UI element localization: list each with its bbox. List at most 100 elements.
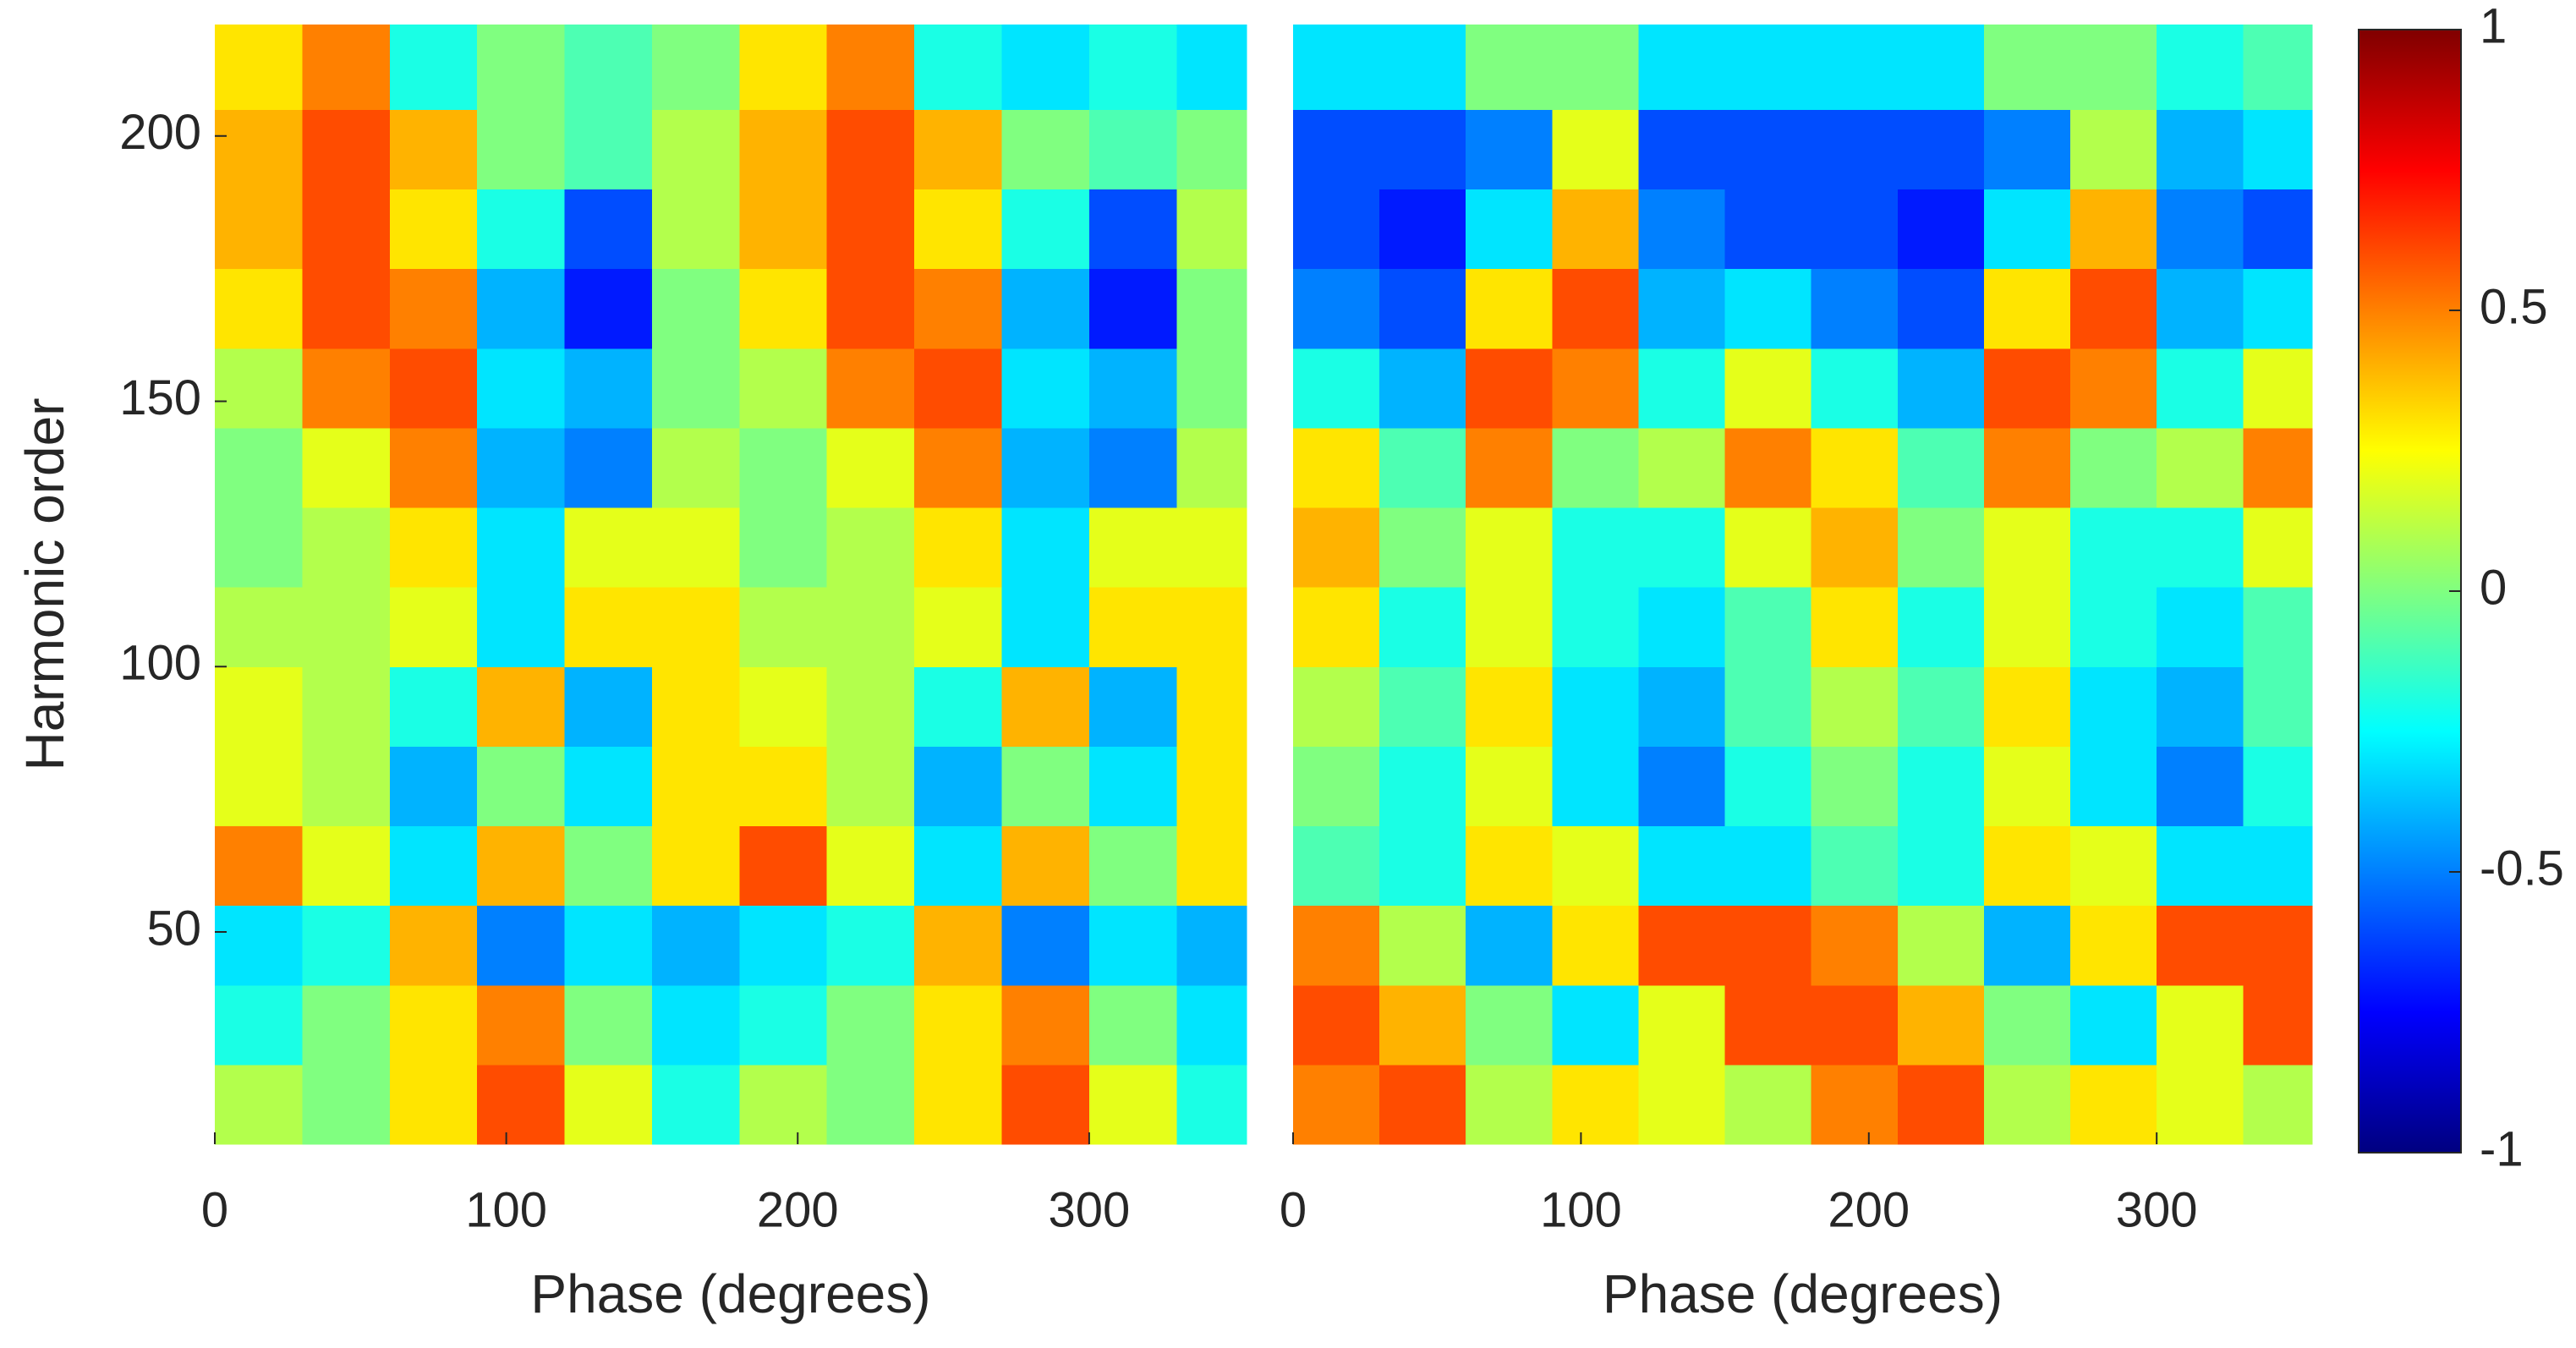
heatmap-cell xyxy=(2070,109,2157,190)
heatmap-cell xyxy=(826,348,915,429)
heatmap-cell xyxy=(1466,905,1553,986)
heatmap-cell xyxy=(1638,984,1726,1066)
heatmap-cell xyxy=(1897,189,1985,270)
heatmap-cell xyxy=(1176,984,1247,1066)
heatmap-cell xyxy=(1724,507,1812,588)
heatmap-cell xyxy=(477,1064,566,1145)
heatmap-cell xyxy=(914,427,1003,508)
heatmap-cell xyxy=(1293,25,1380,110)
heatmap-cell xyxy=(1293,109,1380,190)
heatmap-cell xyxy=(1001,984,1090,1066)
heatmap-cell xyxy=(1983,348,2071,429)
heatmap-cell xyxy=(2243,348,2313,429)
heatmap-cell xyxy=(302,1064,391,1145)
heatmap-cell xyxy=(1176,666,1247,747)
heatmap-cell xyxy=(389,746,478,827)
heatmap-cell xyxy=(1638,666,1726,747)
heatmap-cell xyxy=(1811,507,1899,588)
heatmap-cell xyxy=(2070,507,2157,588)
heatmap-cell xyxy=(389,25,478,110)
heatmap-cell xyxy=(1379,507,1466,588)
heatmap-cell xyxy=(651,825,740,907)
heatmap-cell xyxy=(215,825,303,907)
heatmap-cell xyxy=(2243,189,2313,270)
heatmap-cell xyxy=(2157,1064,2244,1145)
heatmap-cell xyxy=(2070,905,2157,986)
heatmap-cell xyxy=(1724,984,1812,1066)
heatmap-cell xyxy=(1001,348,1090,429)
heatmap-cell xyxy=(2243,25,2313,110)
heatmap-cell xyxy=(651,587,740,667)
x-axis-label: Phase (degrees) xyxy=(530,1263,930,1324)
heatmap-cell xyxy=(2243,109,2313,190)
heatmap-cell xyxy=(215,587,303,667)
heatmap-cell xyxy=(1552,109,1640,190)
heatmap-cell xyxy=(389,427,478,508)
heatmap-cell xyxy=(302,905,391,986)
heatmap-cell xyxy=(739,984,828,1066)
heatmap-cell xyxy=(1001,587,1090,667)
heatmap-cell xyxy=(1001,109,1090,190)
heatmap-cell xyxy=(1088,905,1177,986)
heatmap-cell xyxy=(1897,348,1985,429)
heatmap-cell xyxy=(1176,189,1247,270)
heatmap-cell xyxy=(564,746,653,827)
heatmap-cell xyxy=(477,348,566,429)
heatmap-cells xyxy=(215,25,1247,1145)
heatmap-cell xyxy=(1379,189,1466,270)
heatmap-cell xyxy=(2157,507,2244,588)
heatmap-cell xyxy=(477,746,566,827)
heatmap-cell xyxy=(389,348,478,429)
heatmap-cell xyxy=(1811,189,1899,270)
heatmap-cell xyxy=(1293,984,1380,1066)
heatmap-cell xyxy=(739,109,828,190)
heatmap-cell xyxy=(1001,666,1090,747)
colorbar-tick-label: 0.5 xyxy=(2480,279,2548,334)
heatmap-cell xyxy=(1897,666,1985,747)
heatmap-cell xyxy=(1379,984,1466,1066)
heatmap-cell xyxy=(302,507,391,588)
heatmap-cell xyxy=(302,25,391,110)
heatmap-cell xyxy=(1724,666,1812,747)
heatmap-cell xyxy=(1293,905,1380,986)
heatmap-cell xyxy=(1001,905,1090,986)
heatmap-cell xyxy=(1811,25,1899,110)
heatmap-cell xyxy=(1724,268,1812,349)
heatmap-cell xyxy=(826,25,915,110)
heatmap-cell xyxy=(739,189,828,270)
heatmap-cell xyxy=(1176,905,1247,986)
heatmap-cell xyxy=(1724,189,1812,270)
heatmap-cell xyxy=(739,507,828,588)
heatmap-cell xyxy=(389,507,478,588)
heatmap-cell xyxy=(914,825,1003,907)
heatmap-cell xyxy=(477,189,566,270)
heatmap-cell xyxy=(1379,1064,1466,1145)
heatmap-cell xyxy=(1724,746,1812,827)
heatmap-cell xyxy=(2070,746,2157,827)
heatmap-cell xyxy=(389,189,478,270)
colorbar-tick-label: -0.5 xyxy=(2480,841,2564,896)
heatmap-cell xyxy=(215,348,303,429)
heatmap-cell xyxy=(1811,984,1899,1066)
heatmap-cell xyxy=(1293,587,1380,667)
x-tick-label: 100 xyxy=(465,1182,547,1237)
heatmap-cell xyxy=(1001,1064,1090,1145)
heatmap-cell xyxy=(215,666,303,747)
colorbar xyxy=(2358,29,2462,1153)
heatmap-cell xyxy=(1897,825,1985,907)
heatmap-cell xyxy=(2157,587,2244,667)
heatmap-cell xyxy=(1552,666,1640,747)
heatmap-cell xyxy=(1552,984,1640,1066)
heatmap-cell xyxy=(1897,507,1985,588)
heatmap-cell xyxy=(1176,746,1247,827)
heatmap-cell xyxy=(1379,109,1466,190)
heatmap-cell xyxy=(1897,905,1985,986)
heatmap-cell xyxy=(739,905,828,986)
heatmap-cell xyxy=(2070,25,2157,110)
heatmap-cell xyxy=(2243,427,2313,508)
heatmap-cell xyxy=(302,348,391,429)
heatmap-cell xyxy=(564,666,653,747)
heatmap-cell xyxy=(564,984,653,1066)
